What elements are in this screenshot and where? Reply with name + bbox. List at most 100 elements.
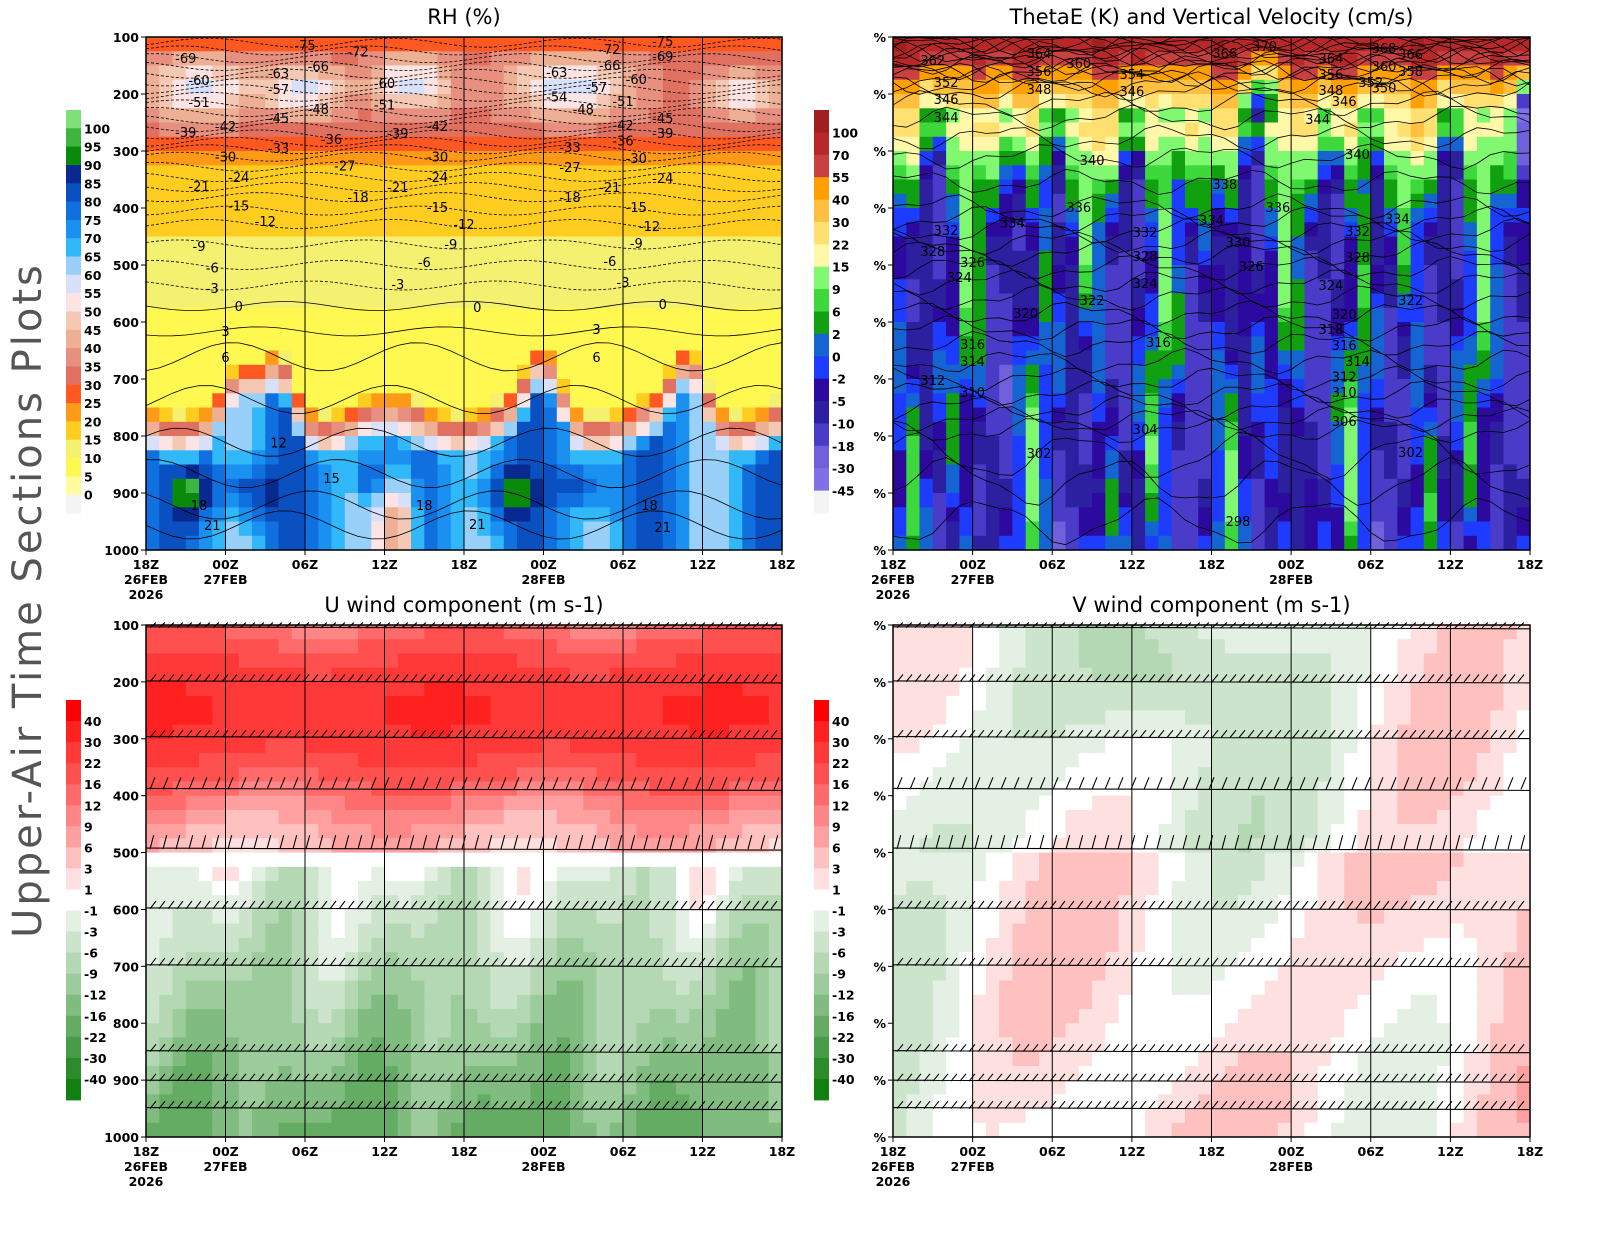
field-cell <box>676 265 690 280</box>
field-cell <box>1291 507 1305 523</box>
field-cell <box>906 293 921 309</box>
field-cell <box>517 279 531 295</box>
field-cell <box>702 265 717 280</box>
field-cell <box>583 108 598 124</box>
field-cell <box>172 364 187 380</box>
field-cell <box>225 336 240 352</box>
field-cell <box>291 222 306 238</box>
colorbar-swatch <box>814 333 829 357</box>
field-cell <box>384 866 399 882</box>
field-cell <box>583 222 598 238</box>
field-cell <box>291 809 306 825</box>
field-cell <box>530 1051 545 1067</box>
field-cell <box>384 108 399 124</box>
field-cell <box>159 1051 174 1067</box>
field-cell <box>318 136 333 152</box>
field-cell <box>729 208 743 223</box>
field-cell <box>225 364 240 380</box>
field-cell <box>212 393 227 409</box>
field-cell <box>1171 436 1186 451</box>
field-cell <box>146 881 160 896</box>
field-cell <box>358 79 372 95</box>
colorbar-label: 5 <box>84 469 93 484</box>
field-cell <box>530 852 545 868</box>
field-cell <box>1052 521 1067 537</box>
field-cell <box>411 895 425 910</box>
field-cell <box>1118 521 1133 537</box>
field-cell <box>999 151 1014 166</box>
field-cell <box>238 521 253 537</box>
field-cell <box>768 79 783 95</box>
field-cell <box>397 208 412 223</box>
field-cell <box>1476 165 1491 181</box>
field-cell <box>1503 222 1518 238</box>
field-cell <box>450 895 465 910</box>
contour-label: -24 <box>427 171 448 186</box>
field-cell <box>1211 293 1226 309</box>
field-cell <box>305 1037 319 1053</box>
field-cell <box>1277 521 1292 537</box>
field-cell <box>358 710 372 726</box>
field-cell <box>464 980 478 996</box>
field-cell <box>397 193 412 209</box>
chart-panel-1: RH (%)-69-75 -72-60 -63 -66-51-57-48-60-51-… <box>66 5 795 602</box>
field-cell <box>424 379 439 394</box>
field-cell <box>623 421 637 437</box>
field-cell <box>1264 122 1279 138</box>
field-cell <box>464 1023 478 1038</box>
field-cell <box>1437 535 1451 551</box>
field-cell <box>305 79 319 95</box>
field-cell <box>199 852 213 868</box>
field-cell <box>450 51 465 67</box>
field-cell <box>1198 350 1213 366</box>
field-cell <box>146 1122 160 1138</box>
field-cell <box>1238 208 1252 223</box>
field-cell <box>517 393 531 409</box>
field-cell <box>1025 507 1040 523</box>
field-cell <box>1251 336 1266 352</box>
field-cell <box>530 407 545 423</box>
field-cell <box>318 507 333 523</box>
field-cell <box>411 767 425 782</box>
field-cell <box>906 279 921 295</box>
field-cell <box>1277 108 1292 124</box>
field-cell <box>278 379 293 394</box>
field-cell <box>238 279 253 295</box>
field-cell <box>1211 322 1226 337</box>
field-cell <box>278 293 293 309</box>
field-cell <box>893 421 907 437</box>
field-cell <box>1437 493 1451 508</box>
field-cell <box>1251 521 1266 537</box>
field-cell <box>411 151 425 166</box>
field-cell <box>999 193 1014 209</box>
contour-line <box>145 84 783 95</box>
field-cell <box>623 94 637 109</box>
field-cell <box>411 1009 425 1024</box>
field-cell <box>985 151 1000 166</box>
field-cell <box>609 478 624 494</box>
field-cell <box>1463 507 1478 523</box>
field-cell <box>490 994 505 1010</box>
field-cell <box>985 393 1000 409</box>
field-cell <box>570 208 584 223</box>
field-cell <box>172 795 187 811</box>
field-cell <box>225 94 240 109</box>
field-cell <box>702 37 717 52</box>
field-cell <box>1224 151 1239 166</box>
field-cell <box>999 478 1014 494</box>
field-cell <box>252 639 266 654</box>
field-cell <box>570 407 584 423</box>
field-cell <box>265 1080 280 1095</box>
field-cell <box>159 350 174 366</box>
field-cell <box>305 350 319 366</box>
field-cell <box>1145 165 1159 181</box>
field-cell <box>305 493 319 508</box>
field-cell <box>1118 279 1133 295</box>
field-cell <box>225 279 240 295</box>
field-cell <box>985 250 1000 266</box>
field-cell <box>1105 336 1120 352</box>
field-cell <box>1384 136 1398 152</box>
field-cell <box>503 838 518 854</box>
field-cell <box>1423 450 1438 466</box>
field-cell <box>1185 307 1199 323</box>
